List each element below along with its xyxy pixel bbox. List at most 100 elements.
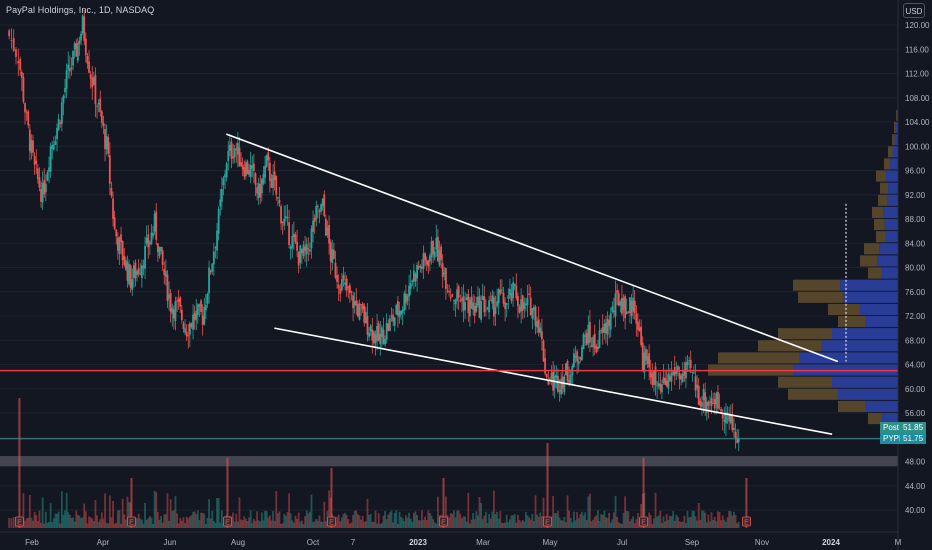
candle-body [691,372,694,373]
candle-body [633,300,636,314]
candle-body [20,71,23,78]
profile-bar-up [892,146,898,158]
y-tick-label: 48.00 [905,458,926,467]
volume-bar [573,511,575,528]
candle-body [318,210,321,213]
volume-bar [27,517,30,528]
volume-bar [126,496,129,528]
candle-body [152,232,154,237]
x-tick-label: Jun [164,538,177,547]
candle-body [56,128,58,140]
profile-bar-down [838,400,865,412]
candle-body [24,103,26,113]
volume-bar [10,518,13,528]
candle-body [235,148,238,151]
earnings-label: E [545,520,550,527]
candle-body [323,194,326,217]
profile-bar-down [874,219,885,231]
volume-bar [356,514,359,528]
candle-body [513,283,516,287]
candle-body [113,217,116,230]
candle-body [461,298,463,301]
volume-bar [41,497,44,528]
candle-body [493,297,495,317]
volume-bar [593,516,596,528]
candle-body [324,218,327,236]
candle-body [280,206,282,224]
candle-body [316,206,319,207]
candle-body [228,144,231,151]
candle-body [518,306,521,313]
price-axis[interactable]: 120.00 116.00 112.00 108.00 104.00 100.00 96.0… [897,0,930,550]
x-tick-label: Sep [685,538,700,547]
volume-bar [710,512,713,528]
time-axis[interactable]: Feb Apr Jun Aug Oct 7 2023 Mar May Jul Sep Nov 2024 M [0,531,902,547]
volume-bar [611,519,614,528]
volume-bar [312,522,314,528]
candle-body [534,306,537,327]
volume-bar [30,517,33,528]
candle-body [689,359,692,369]
candle-body [94,75,97,105]
candle-body [331,249,334,264]
y-tick-label: 88.00 [905,215,926,224]
profile-bar-down [758,340,821,352]
volume-bar [105,522,108,528]
volume-bar [342,513,345,528]
volume-bar [651,523,654,528]
volume-bar [518,519,521,528]
candle-body [565,363,567,376]
candle-body [392,314,394,322]
profile-bar-up [896,109,898,121]
volume-bar [286,512,289,528]
candle-body [549,378,551,381]
candle-body [456,289,459,301]
drawings[interactable] [0,133,898,440]
volume-bar [420,510,423,528]
candle-body [118,236,121,254]
volume-bar [156,511,159,528]
candle-body [427,261,430,267]
y-tick-label: 40.00 [905,506,926,515]
volume-bar [694,516,697,528]
candle-body [91,77,94,88]
earnings-icon [327,516,336,527]
volume-bar [307,513,310,528]
candle-body [57,118,60,131]
volume-bar [523,521,526,528]
candle-body [80,33,82,41]
volume-bar [107,523,110,528]
volume-bar [568,510,571,528]
candle-body [353,301,356,306]
currency-button[interactable]: USD [903,3,925,18]
volume-bar [161,522,164,528]
candle-body [480,300,483,320]
candle-body [241,164,244,170]
volume-bar [625,510,628,528]
volume-bar [670,516,673,528]
volume-bar [152,523,154,528]
volume-bar [128,501,130,528]
candle-body [156,243,159,252]
volume-bar [377,513,380,528]
volume-bar [411,521,414,528]
volume-bar [571,522,574,528]
volume-bar [661,523,663,528]
candle-body [328,224,330,244]
volume-bar [659,510,662,528]
volume-bar [726,517,729,528]
volume-bar [422,519,425,528]
volume-bar [398,511,401,528]
candle-body [603,323,606,333]
volume-spike [546,443,549,528]
symbol-title[interactable]: PayPal Holdings, Inc., 1D, NASDAQ [6,5,155,15]
candle-body [83,16,86,41]
candle-body [236,143,239,155]
candle-body [184,328,186,333]
y-tick-label: 64.00 [905,361,926,370]
candle-body [302,244,305,257]
y-tick-label: 116.00 [905,45,929,54]
candle-body [350,291,353,292]
